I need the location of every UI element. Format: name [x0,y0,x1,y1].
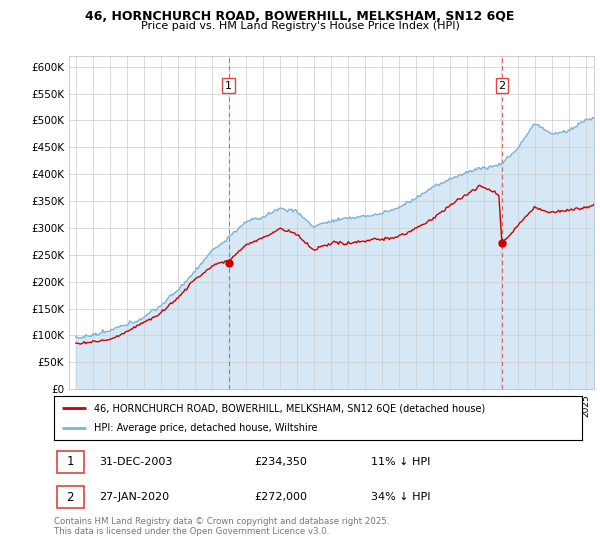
Text: 11% ↓ HPI: 11% ↓ HPI [371,457,430,467]
Text: Contains HM Land Registry data © Crown copyright and database right 2025.
This d: Contains HM Land Registry data © Crown c… [54,517,389,536]
Text: 27-JAN-2020: 27-JAN-2020 [99,492,169,502]
Text: HPI: Average price, detached house, Wiltshire: HPI: Average price, detached house, Wilt… [94,423,317,433]
Text: 34% ↓ HPI: 34% ↓ HPI [371,492,430,502]
Text: 46, HORNCHURCH ROAD, BOWERHILL, MELKSHAM, SN12 6QE (detached house): 46, HORNCHURCH ROAD, BOWERHILL, MELKSHAM… [94,403,485,413]
Bar [56,451,84,473]
Text: Price paid vs. HM Land Registry's House Price Index (HPI): Price paid vs. HM Land Registry's House … [140,21,460,31]
Text: £272,000: £272,000 [254,492,308,502]
Text: 1: 1 [225,81,232,91]
Bar [56,487,84,508]
Text: 31-DEC-2003: 31-DEC-2003 [99,457,172,467]
Text: 2: 2 [499,81,505,91]
Text: 2: 2 [67,491,74,504]
Text: 1: 1 [67,455,74,468]
Text: £234,350: £234,350 [254,457,308,467]
Text: 46, HORNCHURCH ROAD, BOWERHILL, MELKSHAM, SN12 6QE: 46, HORNCHURCH ROAD, BOWERHILL, MELKSHAM… [85,10,515,22]
